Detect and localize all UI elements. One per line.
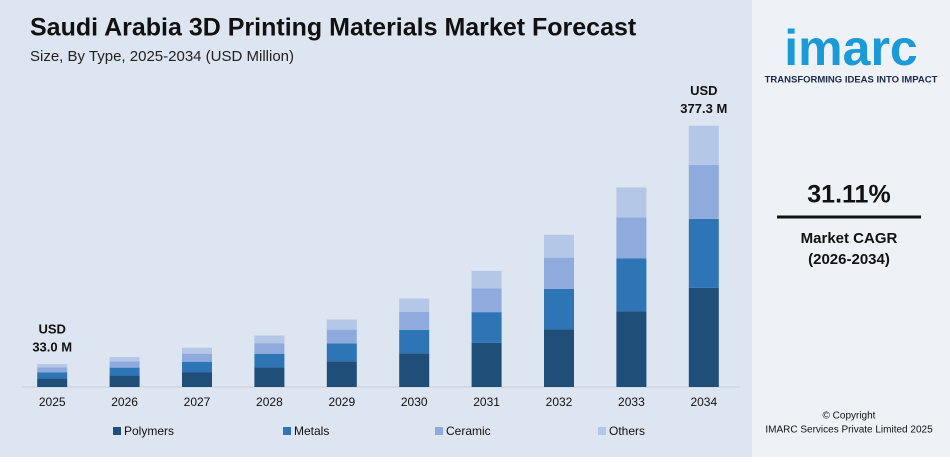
bar-segment [616, 217, 647, 259]
data-label: USD [690, 83, 717, 98]
x-tick-label: 2027 [184, 395, 211, 409]
legend-label: Polymers [124, 424, 174, 438]
bar-segment [326, 329, 357, 344]
bar-segment [616, 311, 647, 387]
x-tick-label: 2033 [618, 395, 645, 409]
bar-segment [254, 343, 285, 354]
bar-segment [616, 258, 647, 312]
x-tick-label: 2029 [328, 395, 355, 409]
bar-segment [254, 353, 285, 368]
legend-label: Metals [294, 424, 329, 438]
bar-segment [37, 367, 68, 373]
bar-segment [544, 329, 574, 387]
bar-segment [182, 372, 212, 387]
legend-swatch [598, 427, 606, 435]
legend-label: Others [609, 424, 645, 438]
logo: imarc [784, 20, 917, 76]
bar-segment [399, 298, 430, 312]
bar-segment [254, 335, 285, 344]
x-tick-label: 2028 [256, 395, 283, 409]
tagline: TRANSFORMING IDEAS INTO IMPACT [765, 75, 938, 86]
bar-segment [37, 378, 68, 387]
bar-segment [544, 234, 574, 258]
bar-segment [109, 357, 140, 362]
cagr-label: Market CAGR [801, 230, 898, 247]
bar-segment [326, 361, 357, 387]
side-panel [752, 0, 950, 457]
bar-segment [399, 311, 430, 330]
bar-segment [182, 353, 212, 362]
bar-segment [688, 287, 719, 387]
bar-segment [37, 372, 68, 379]
x-tick-label: 2032 [546, 395, 573, 409]
bar-segment [37, 364, 68, 368]
bar-segment [182, 361, 212, 373]
bar-segment [688, 164, 719, 219]
bar-segment [109, 367, 140, 376]
bar-segment [688, 218, 719, 288]
bar-segment [616, 187, 647, 218]
bar-segment [399, 353, 430, 387]
bar-segment [182, 347, 212, 354]
data-label: 33.0 M [32, 340, 72, 355]
bar-segment [109, 361, 140, 368]
x-tick-label: 2026 [111, 395, 138, 409]
legend-swatch [113, 427, 121, 435]
x-tick-label: 2034 [690, 395, 717, 409]
x-tick-label: 2030 [401, 395, 428, 409]
bar-segment [544, 257, 574, 289]
chart-subtitle: Size, By Type, 2025-2034 (USD Million) [30, 48, 294, 65]
bar-segment [471, 270, 502, 289]
legend-label: Ceramic [446, 424, 491, 438]
company: IMARC Services Private Limited 2025 [765, 425, 933, 436]
x-tick-label: 2031 [473, 395, 500, 409]
data-label: USD [38, 322, 65, 337]
bar-segment [399, 329, 430, 354]
cagr-period: (2026-2034) [808, 251, 890, 268]
x-tick-label: 2025 [39, 395, 66, 409]
copyright: © Copyright [823, 411, 876, 422]
bar-segment [544, 288, 574, 330]
chart-title: Saudi Arabia 3D Printing Materials Marke… [30, 14, 637, 42]
data-label: 377.3 M [680, 101, 727, 116]
legend-swatch [435, 427, 443, 435]
bar-segment [109, 375, 140, 387]
bar-segment [471, 312, 502, 343]
bar-segment [254, 367, 285, 387]
cagr-value: 31.11% [807, 181, 890, 209]
bar-segment [471, 342, 502, 387]
legend-swatch [283, 427, 291, 435]
bar-segment [326, 319, 357, 330]
bar-segment [326, 343, 357, 362]
bar-segment [688, 125, 719, 165]
bar-segment [471, 288, 502, 313]
